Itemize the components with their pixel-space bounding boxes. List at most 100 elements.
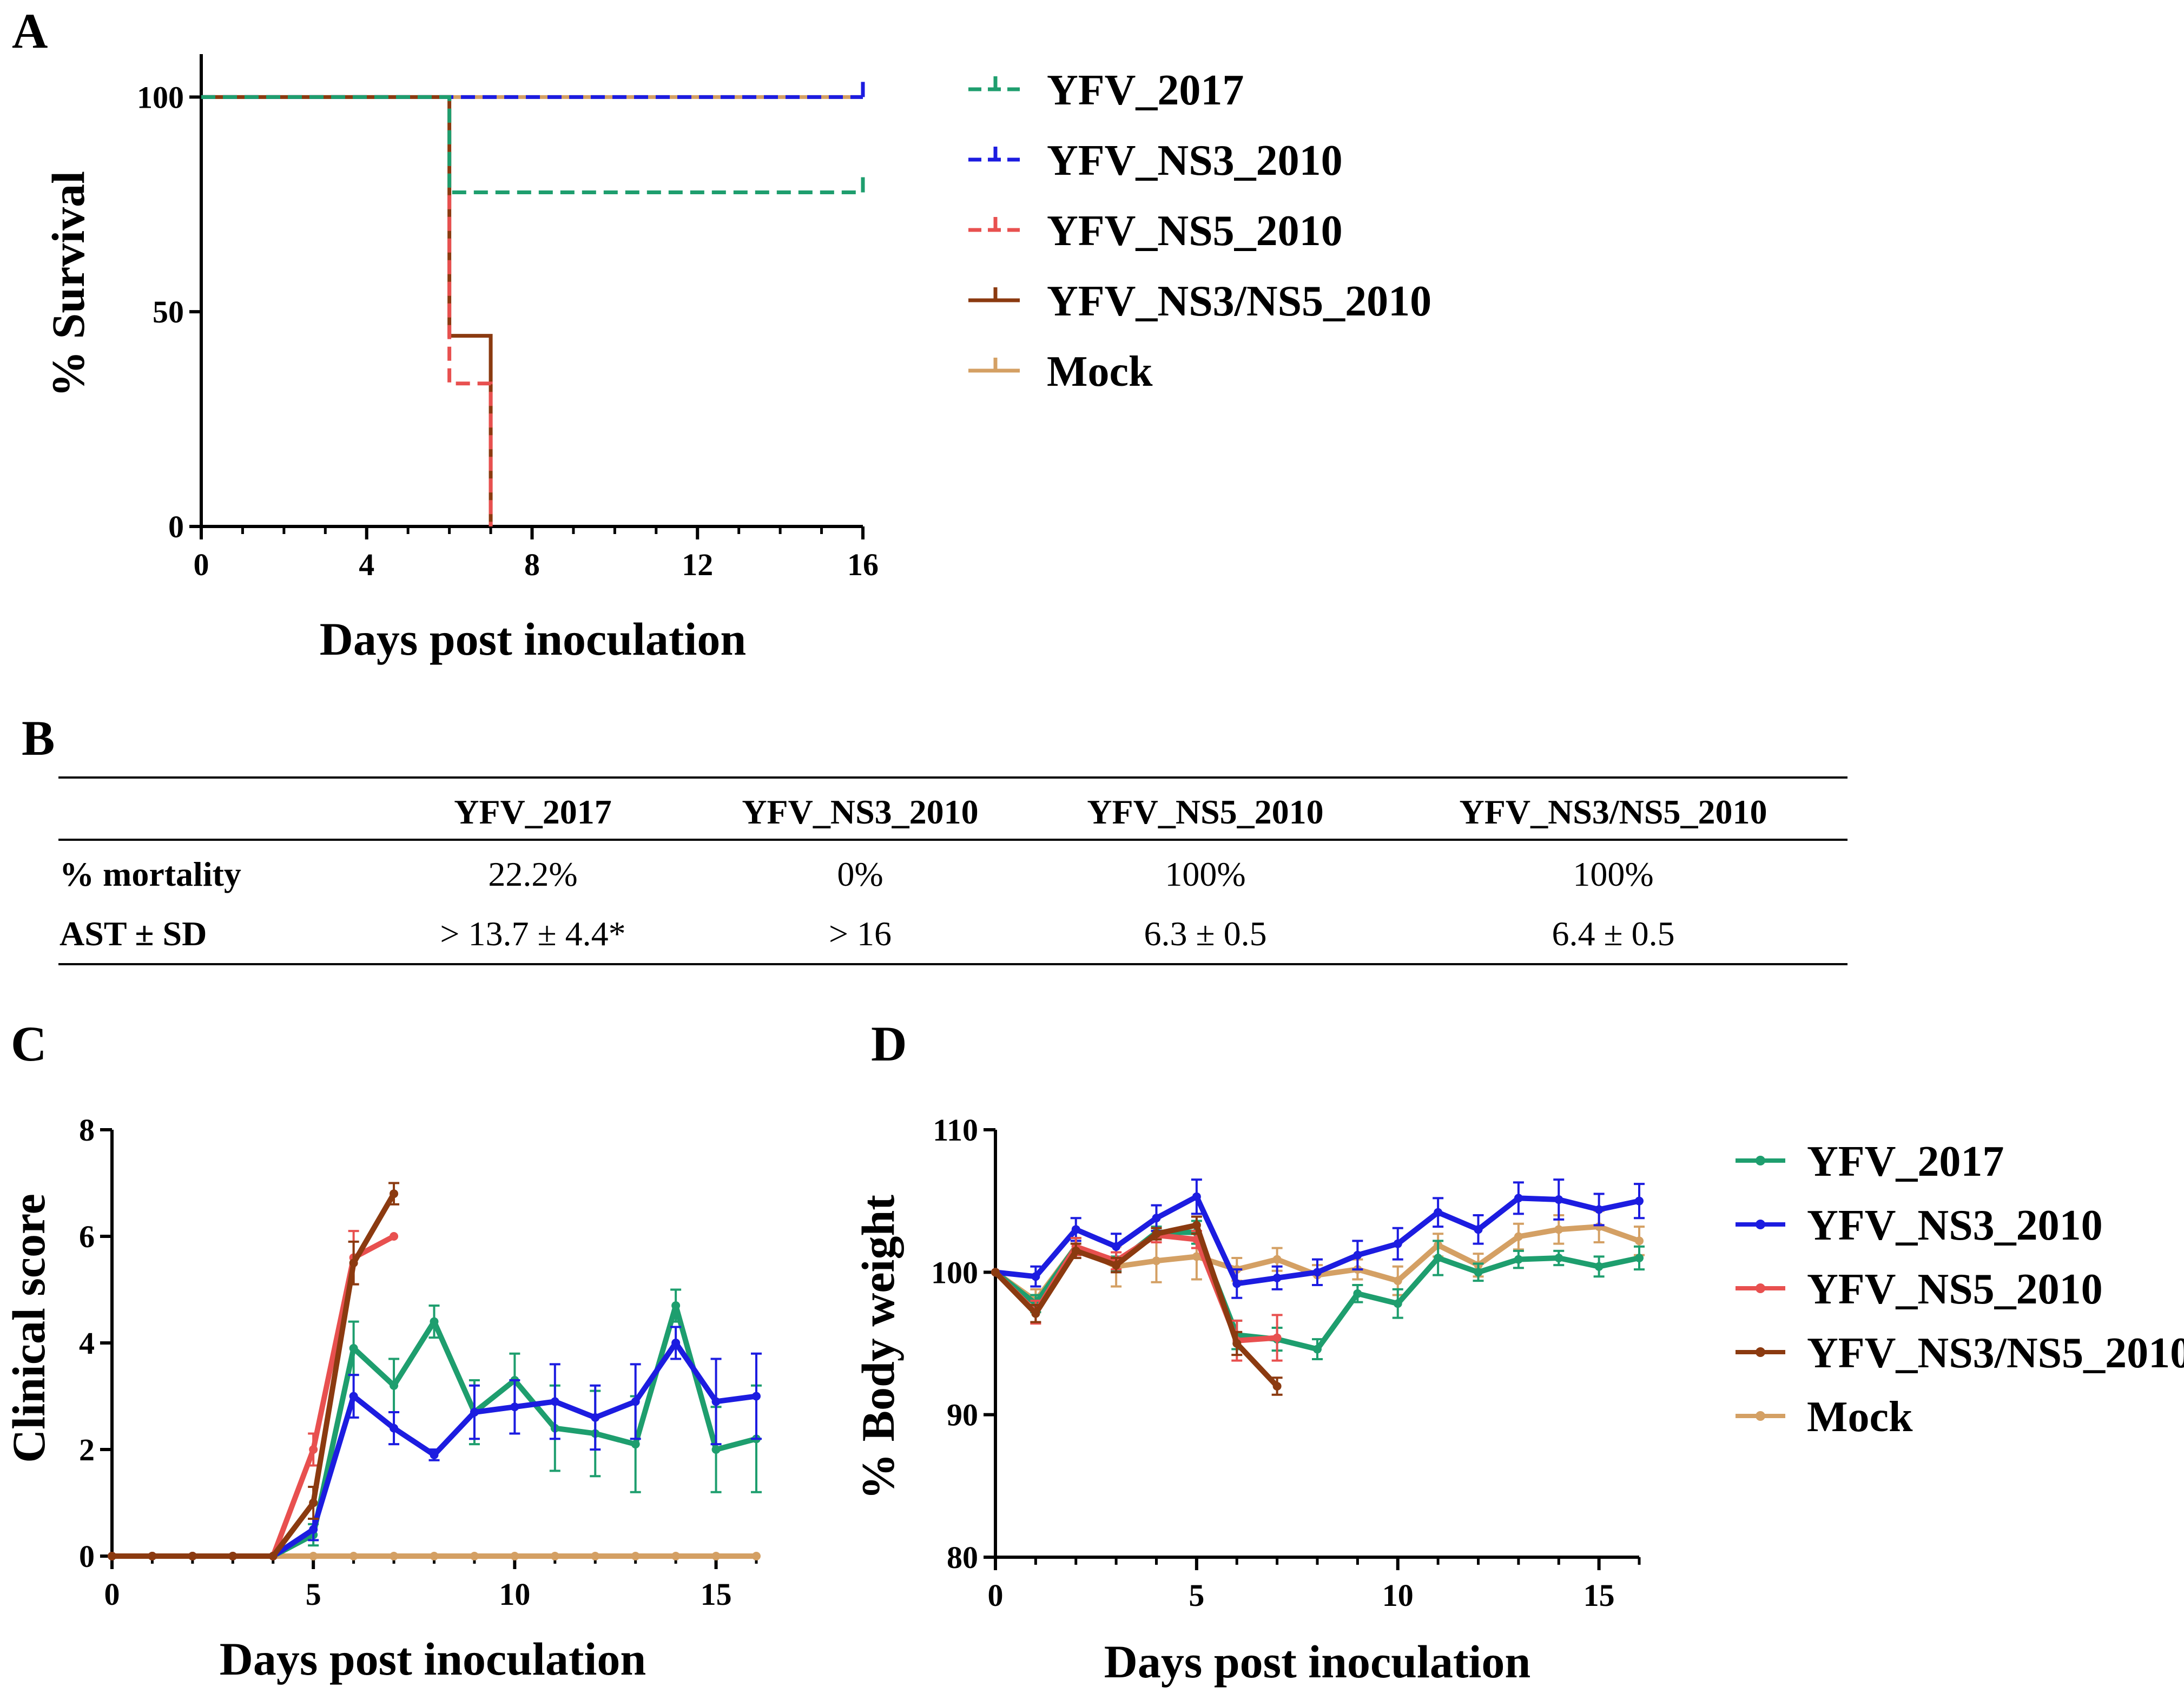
table-cell: 6.4 ± 0.5	[1552, 914, 1674, 953]
survival-axes: 0 50 100 0 4 8 12 16	[137, 54, 879, 582]
weight-point	[1031, 1309, 1040, 1318]
weight-point	[1031, 1272, 1040, 1281]
weight-point	[1594, 1205, 1604, 1214]
survival-y-tick-label: 50	[153, 294, 184, 330]
weight-point	[1112, 1242, 1121, 1251]
clinical-point	[510, 1402, 519, 1412]
clinical-y-tick-label: 2	[79, 1432, 95, 1467]
clinical-point	[591, 1413, 600, 1422]
weight-point	[1232, 1339, 1242, 1348]
clinical-point	[591, 1552, 600, 1560]
clinical-point	[671, 1339, 681, 1347]
weight-legend-label-yfv-ns3-ns5-2010: YFV_NS3/NS5_2010	[1807, 1329, 2184, 1377]
clinical-point	[711, 1552, 721, 1560]
clinical-y-tick-label: 6	[79, 1219, 95, 1254]
weight-point	[1313, 1345, 1322, 1354]
panel-letter-d: D	[871, 1016, 907, 1071]
clinical-point	[390, 1189, 399, 1198]
legend-label-yfv-ns5-2010: YFV_NS5_2010	[1047, 207, 1343, 255]
clinical-point	[752, 1552, 761, 1560]
weight-point	[1192, 1192, 1201, 1201]
clinical-point	[188, 1552, 197, 1560]
survival-chart: 0 50 100 0 4 8 12 16 Days post inoculation % Su…	[42, 54, 1431, 665]
weight-x-tick-label: 10	[1382, 1578, 1414, 1613]
clinical-point	[349, 1552, 358, 1560]
weight-point	[1313, 1268, 1322, 1277]
survival-y-tick-label: 100	[137, 80, 184, 115]
body-weight-axes: 80 90 100 110 0 5 10 15	[931, 1112, 1641, 1613]
table-row-label-ast: AST ± SD	[60, 914, 207, 953]
weight-point	[1635, 1196, 1644, 1205]
clinical-point	[631, 1552, 640, 1560]
table-cell: 6.3 ± 0.5	[1144, 914, 1266, 953]
weight-point	[1272, 1382, 1282, 1391]
clinical-y-axis-title: Clinical score	[3, 1194, 55, 1463]
clinical-point	[268, 1552, 278, 1560]
legend-label-mock: Mock	[1047, 348, 1153, 396]
weight-y-tick-label: 110	[933, 1112, 978, 1148]
clinical-point	[390, 1232, 399, 1241]
weight-legend-label-mock: Mock	[1807, 1393, 1913, 1441]
clinical-point	[711, 1397, 721, 1406]
clinical-y-tick-label: 8	[79, 1112, 95, 1148]
clinical-y-tick-label: 0	[79, 1539, 95, 1574]
clinical-point	[108, 1552, 116, 1560]
weight-y-axis-title: % Body weight	[852, 1195, 904, 1500]
weight-point	[1071, 1246, 1080, 1255]
weight-y-tick-label: 90	[947, 1398, 978, 1433]
body-weight-series	[991, 1178, 1645, 1396]
survival-line-yfv-2017	[201, 95, 863, 195]
survival-series	[201, 82, 865, 526]
clinical-point	[430, 1552, 439, 1560]
weight-legend-marker	[1756, 1156, 1765, 1165]
weight-point	[1272, 1273, 1282, 1282]
table-header-ns5: YFV_NS5_2010	[1087, 793, 1323, 831]
clinical-score-chart: 0 2 4 6 8 0 5 10 15 Days post inoculation Clinic…	[3, 1112, 762, 1685]
weight-point	[1393, 1276, 1402, 1286]
clinical-point	[470, 1408, 479, 1417]
clinical-score-series	[108, 1182, 762, 1560]
clinical-line-yfv-2017	[112, 1303, 757, 1559]
weight-legend-label-yfv-ns3-2010: YFV_NS3_2010	[1807, 1202, 2103, 1249]
clinical-point	[390, 1424, 399, 1433]
weight-point	[1272, 1333, 1282, 1342]
clinical-point	[309, 1552, 318, 1560]
clinical-point	[430, 1450, 439, 1459]
survival-x-tick-label: 4	[359, 547, 374, 582]
clinical-point	[631, 1397, 640, 1406]
weight-legend-marker	[1756, 1411, 1765, 1421]
weight-point	[1635, 1236, 1644, 1246]
weight-point	[1474, 1268, 1483, 1277]
survival-y-axis-title: % Survival	[42, 171, 94, 397]
clinical-point	[148, 1552, 157, 1560]
survival-y-tick-label: 0	[168, 509, 184, 544]
clinical-point	[309, 1525, 318, 1534]
body-weight-legend: YFV_2017 YFV_NS3_2010 YFV_NS5_2010 YFV_NS3/…	[1736, 1138, 2184, 1441]
table-row-label-mortality: % mortality	[60, 855, 241, 893]
weight-x-tick-label: 0	[988, 1578, 1004, 1613]
weight-x-tick-label: 15	[1583, 1578, 1615, 1613]
clinical-point	[349, 1343, 358, 1353]
weight-point	[1353, 1250, 1362, 1260]
survival-legend: YFV_2017 YFV_NS3_2010 YFV_NS5_2010 YFV_NS3/…	[968, 67, 1431, 396]
table-header-ns3: YFV_NS3_2010	[742, 793, 978, 831]
survival-x-tick-label: 16	[847, 547, 879, 582]
clinical-point	[752, 1392, 761, 1401]
clinical-point	[631, 1440, 640, 1449]
weight-point	[1393, 1239, 1402, 1248]
clinical-point	[228, 1552, 237, 1560]
weight-point	[1393, 1299, 1402, 1308]
survival-x-axis-title: Days post inoculation	[320, 613, 747, 665]
weight-legend-label-yfv-2017: YFV_2017	[1807, 1138, 2004, 1185]
weight-legend-marker	[1756, 1220, 1765, 1229]
weight-point	[1554, 1254, 1563, 1262]
survival-x-tick-label: 8	[524, 547, 540, 582]
survival-line-yfv-ns3-ns5-2010	[201, 95, 493, 526]
panel-letter-a: A	[12, 3, 48, 58]
weight-point	[1554, 1195, 1563, 1204]
table-cell: 0%	[837, 855, 883, 893]
weight-point	[1152, 1256, 1161, 1266]
weight-legend-label-yfv-ns5-2010: YFV_NS5_2010	[1807, 1266, 2103, 1313]
weight-point	[1514, 1194, 1523, 1203]
legend-label-yfv-ns3-ns5-2010: YFV_NS3/NS5_2010	[1047, 278, 1431, 325]
